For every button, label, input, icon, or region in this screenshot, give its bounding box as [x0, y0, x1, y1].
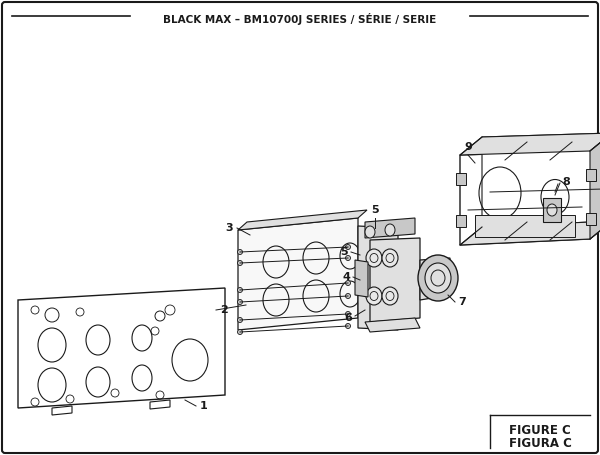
Text: BLACK MAX – BM10700J SERIES / SÉRIE / SERIE: BLACK MAX – BM10700J SERIES / SÉRIE / SE… — [163, 13, 437, 25]
Polygon shape — [460, 221, 600, 245]
Ellipse shape — [346, 312, 350, 317]
Ellipse shape — [346, 324, 350, 329]
Polygon shape — [460, 133, 600, 155]
Ellipse shape — [547, 204, 557, 216]
Ellipse shape — [346, 280, 350, 285]
Polygon shape — [365, 218, 415, 238]
Ellipse shape — [238, 318, 242, 323]
Bar — [543, 198, 561, 222]
Polygon shape — [238, 210, 367, 230]
Polygon shape — [238, 218, 358, 330]
Ellipse shape — [238, 329, 242, 334]
Text: 5: 5 — [371, 205, 379, 215]
Bar — [586, 213, 596, 225]
Bar — [475, 215, 575, 237]
Ellipse shape — [346, 293, 350, 298]
Polygon shape — [482, 133, 600, 227]
Ellipse shape — [346, 244, 350, 249]
Ellipse shape — [418, 255, 458, 301]
Ellipse shape — [365, 226, 375, 238]
Polygon shape — [370, 238, 420, 322]
Ellipse shape — [238, 299, 242, 304]
Ellipse shape — [238, 249, 242, 254]
Ellipse shape — [238, 288, 242, 293]
Text: 8: 8 — [562, 177, 570, 187]
Ellipse shape — [346, 256, 350, 261]
Ellipse shape — [238, 261, 242, 266]
Ellipse shape — [366, 249, 382, 267]
Polygon shape — [355, 260, 368, 297]
Ellipse shape — [382, 249, 398, 267]
Polygon shape — [590, 133, 600, 239]
Text: 2: 2 — [220, 305, 228, 315]
Text: FIGURA C: FIGURA C — [509, 437, 571, 450]
Polygon shape — [358, 226, 398, 330]
Text: FIGURE C: FIGURE C — [509, 424, 571, 437]
Text: 9: 9 — [464, 142, 472, 152]
Ellipse shape — [385, 224, 395, 236]
Text: 5: 5 — [340, 247, 348, 257]
Bar — [456, 173, 466, 185]
Text: 1: 1 — [200, 401, 208, 411]
Polygon shape — [18, 288, 225, 408]
Text: 3: 3 — [226, 223, 233, 233]
Polygon shape — [150, 400, 170, 409]
Text: 6: 6 — [344, 313, 352, 323]
Bar — [586, 169, 596, 181]
Bar — [456, 215, 466, 227]
Polygon shape — [365, 318, 420, 332]
Polygon shape — [420, 258, 450, 300]
Polygon shape — [460, 151, 590, 245]
Text: 4: 4 — [342, 272, 350, 282]
Ellipse shape — [425, 263, 451, 293]
Polygon shape — [52, 406, 72, 415]
Ellipse shape — [366, 287, 382, 305]
Text: 7: 7 — [458, 297, 466, 307]
Ellipse shape — [382, 287, 398, 305]
